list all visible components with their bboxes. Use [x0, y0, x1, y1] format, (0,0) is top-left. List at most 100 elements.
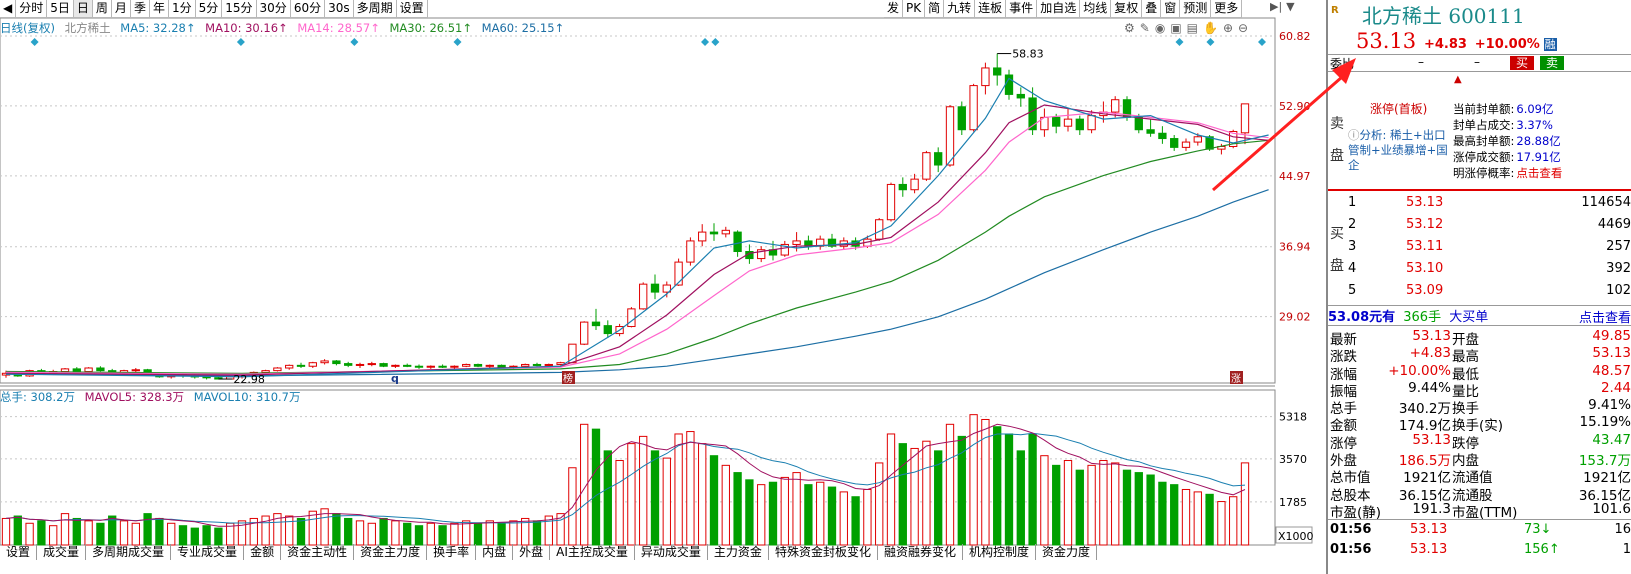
indicator-tab[interactable]: 机构控制度	[963, 544, 1036, 560]
volume-bar	[143, 513, 152, 546]
indicator-tab[interactable]: 融资融券变化	[878, 544, 963, 560]
event-marker-icon[interactable]	[701, 38, 710, 46]
indicator-tab[interactable]: 设置	[0, 544, 38, 560]
tool-tab[interactable]: 加自选	[1037, 0, 1081, 18]
arrow-down-icon[interactable]: ▼	[1286, 0, 1295, 13]
chart-tools[interactable]: ⚙✎◉▣▤✋⊕⊖	[1124, 21, 1253, 35]
period-tab[interactable]: 60分	[290, 0, 326, 18]
tool-tab[interactable]: 九转	[944, 0, 976, 18]
candle-body	[603, 325, 612, 335]
indicator-tab[interactable]: 成交量	[37, 544, 87, 560]
period-tab[interactable]: 1分	[168, 0, 196, 18]
volume-bar	[249, 517, 258, 546]
sell-button[interactable]: 卖	[1540, 56, 1564, 70]
zoom-in-icon[interactable]: ⊕	[1222, 21, 1239, 35]
lock-icon[interactable]: ▣	[1170, 21, 1187, 35]
indicator-tab[interactable]: 特殊资金封板变化	[769, 544, 878, 560]
bigorder-link[interactable]: 点击查看	[1578, 311, 1631, 326]
indicator-tab[interactable]: 资金主力度	[354, 544, 428, 560]
period-tab[interactable]: 季	[130, 0, 150, 18]
event-marker-icon[interactable]	[236, 38, 245, 46]
period-tab[interactable]: 周	[92, 0, 112, 18]
zhang-marker-bg[interactable]	[1230, 371, 1243, 384]
bid-level: 4	[1348, 261, 1357, 276]
buy-button[interactable]: 买	[1510, 56, 1534, 70]
marker-q[interactable]: q	[391, 372, 399, 385]
period-tab[interactable]: 5分	[195, 0, 223, 18]
tool-tab[interactable]: 发	[884, 0, 904, 18]
stat-value: 1921亿	[1403, 470, 1451, 487]
stat-value: 9.44%	[1408, 379, 1451, 396]
print-icon[interactable]: ▤	[1186, 21, 1203, 35]
tool-tab[interactable]: 预测	[1180, 0, 1212, 18]
period-tab[interactable]: 30s	[325, 0, 354, 18]
analysis-content: 分析: 稀土+出口管制+业绩暴增+国企	[1348, 128, 1448, 172]
indicator-tab[interactable]: AI主控成交量	[550, 544, 635, 560]
marker-zhang[interactable]: 涨	[1231, 373, 1241, 385]
indicator-tab[interactable]: 内盘	[476, 544, 514, 560]
eye-icon[interactable]: ◉	[1154, 21, 1171, 35]
bid-volume: 257	[1606, 239, 1631, 254]
bid-row[interactable]: 5 53.09 102	[1348, 283, 1631, 305]
bid-row[interactable]: 1 53.13 114654	[1348, 195, 1631, 217]
tool-tab[interactable]: 事件	[1006, 0, 1038, 18]
tool-tab[interactable]: 连板	[975, 0, 1007, 18]
period-tab[interactable]: 日	[73, 0, 93, 18]
bang-marker-bg[interactable]	[562, 371, 575, 384]
period-tab[interactable]: 5日	[47, 0, 74, 18]
event-marker-icon[interactable]	[1206, 38, 1215, 46]
event-marker-icon[interactable]	[350, 38, 359, 46]
tick-price: 53.13	[1410, 522, 1448, 537]
scroll-arrows[interactable]: ▶| ▼	[1270, 0, 1326, 18]
volume-bar	[544, 515, 553, 546]
bid-row[interactable]: 4 53.10 392	[1348, 261, 1631, 283]
candle-body	[485, 364, 494, 367]
period-tab[interactable]: 设置	[396, 0, 428, 18]
indicator-tab[interactable]: 多周期成交量	[86, 544, 172, 560]
tool-tab[interactable]: 叠	[1142, 0, 1162, 18]
event-marker-icon[interactable]	[711, 38, 720, 46]
bid-row[interactable]: 3 53.11 257	[1348, 239, 1631, 261]
indicator-tab[interactable]: 专业成交量	[171, 544, 245, 560]
indicator-tab[interactable]: 资金主动性	[281, 544, 355, 560]
volume-bar	[426, 522, 435, 546]
gear-icon[interactable]: ⚙	[1124, 21, 1140, 35]
tool-tab[interactable]: 简	[925, 0, 945, 18]
period-tab[interactable]: 30分	[256, 0, 291, 18]
event-marker-icon[interactable]	[30, 38, 39, 46]
collapse-icon[interactable]: ▲	[1454, 74, 1462, 85]
candle-body	[969, 85, 978, 131]
toolbar-left-arrow[interactable]: ◀	[0, 0, 17, 18]
indicator-tab[interactable]: 资金力度	[1036, 544, 1097, 560]
volume-bar	[827, 486, 837, 546]
indicator-tab[interactable]: 主力资金	[708, 544, 769, 560]
tool-tab[interactable]: 均线	[1080, 0, 1112, 18]
period-tab[interactable]: 月	[111, 0, 131, 18]
zoom-out-icon[interactable]: ⊖	[1238, 21, 1254, 35]
event-marker-icon[interactable]	[1258, 38, 1266, 46]
indicator-tab[interactable]: 金额	[244, 544, 282, 560]
tool-tab[interactable]: PK	[903, 0, 926, 18]
period-tab[interactable]: 15分	[222, 0, 257, 18]
event-marker-icon[interactable]	[1175, 38, 1184, 46]
indicator-tab[interactable]: 换手率	[427, 544, 477, 560]
indicator-tab[interactable]: 异动成交量	[635, 544, 708, 560]
arrow-right-icon[interactable]: ▶|	[1270, 0, 1283, 13]
indicator-tab[interactable]: 外盘	[513, 544, 551, 560]
next-limit-link[interactable]: 点击查看	[1516, 166, 1563, 180]
tick-row: 01:56 53.13 156↑ 1	[1328, 542, 1631, 562]
period-tab[interactable]: 多周期	[353, 0, 397, 18]
tool-tab[interactable]: 窗	[1161, 0, 1181, 18]
period-tab[interactable]: 年	[149, 0, 169, 18]
period-tab[interactable]: 分时	[16, 0, 48, 18]
seal-row: 涨停成交额: 17.91亿	[1453, 149, 1631, 165]
event-marker-icon[interactable]	[453, 38, 462, 46]
tool-tab[interactable]: 更多	[1211, 0, 1243, 18]
volume-bar	[863, 488, 872, 546]
pen-icon[interactable]: ✎	[1139, 21, 1155, 35]
hand-icon[interactable]: ✋	[1203, 21, 1223, 35]
marker-bang[interactable]: 榜	[563, 372, 573, 385]
bid-row[interactable]: 2 53.12 4469	[1348, 217, 1631, 239]
kline-chart[interactable]: 60.82 52.90 44.97 36.94 29.02 5318 3570 1785 X10…	[0, 0, 1326, 574]
tool-tab[interactable]: 复权	[1111, 0, 1143, 18]
